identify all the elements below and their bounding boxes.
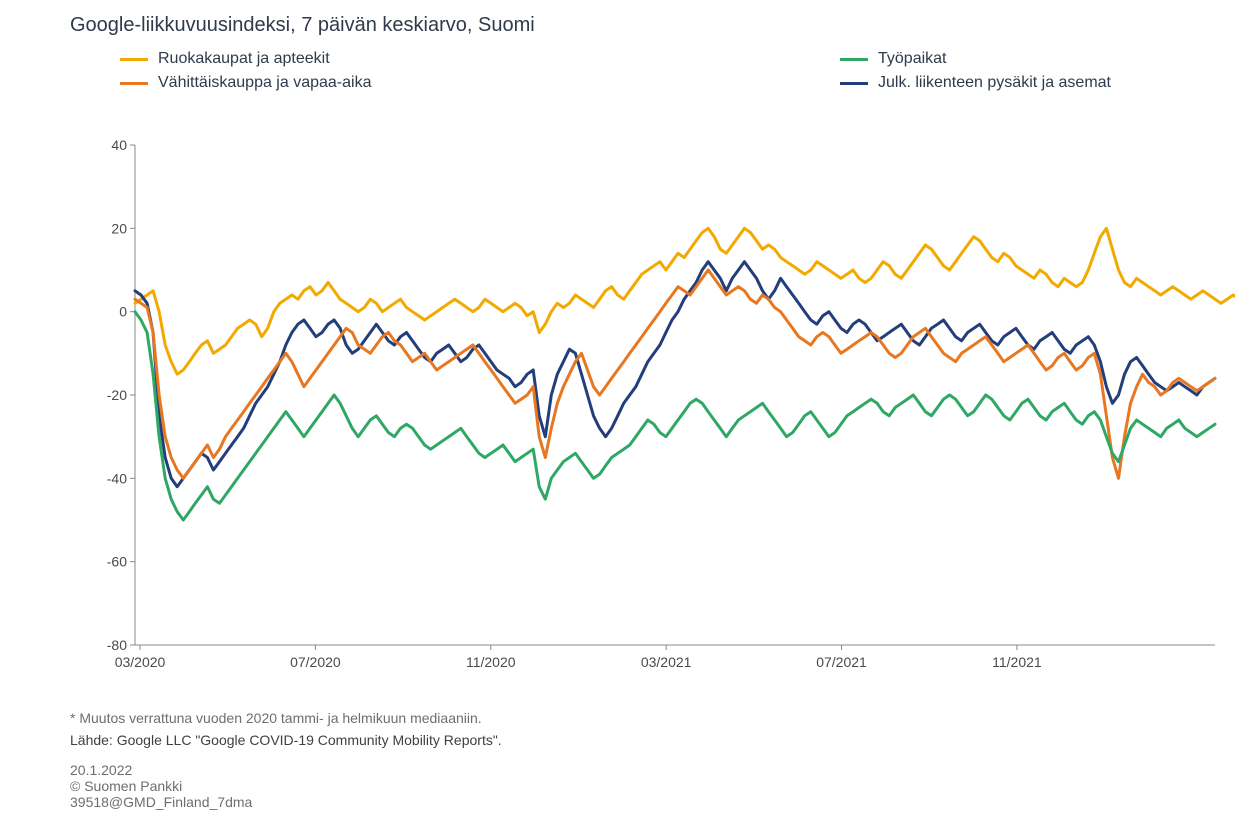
- svg-text:-40: -40: [107, 470, 127, 486]
- svg-text:07/2021: 07/2021: [816, 654, 867, 670]
- legend-item-vahittaiskauppa: Vähittäiskauppa ja vapaa-aika: [120, 74, 520, 92]
- svg-text:0: 0: [119, 304, 127, 320]
- svg-text:03/2020: 03/2020: [115, 654, 166, 670]
- footer-date: 20.1.2022: [70, 762, 132, 778]
- svg-text:20: 20: [111, 220, 127, 236]
- svg-text:-80: -80: [107, 637, 127, 653]
- svg-text:40: 40: [111, 140, 127, 153]
- legend-label: Ruokakaupat ja apteekit: [158, 50, 330, 68]
- legend-label: Julk. liikenteen pysäkit ja asemat: [878, 74, 1111, 92]
- footer-id: 39518@GMD_Finland_7dma: [70, 794, 252, 810]
- legend-label: Vähittäiskauppa ja vapaa-aika: [158, 74, 371, 92]
- legend-swatch-icon: [840, 82, 868, 85]
- svg-text:11/2021: 11/2021: [992, 654, 1042, 670]
- legend-swatch-icon: [840, 58, 868, 61]
- legend-item-julkliikenne: Julk. liikenteen pysäkit ja asemat: [840, 74, 1240, 92]
- svg-text:07/2020: 07/2020: [290, 654, 341, 670]
- legend-swatch-icon: [120, 82, 148, 85]
- svg-text:-60: -60: [107, 554, 127, 570]
- legend: Ruokakaupat ja apteekit Työpaikat Vähitt…: [120, 50, 1240, 98]
- source-line: Lähde: Google LLC "Google COVID-19 Commu…: [70, 732, 502, 748]
- legend-item-ruokakaupat: Ruokakaupat ja apteekit: [120, 50, 520, 68]
- footer-copyright: © Suomen Pankki: [70, 778, 182, 794]
- legend-item-tyopaikat: Työpaikat: [840, 50, 1240, 68]
- svg-text:03/2021: 03/2021: [641, 654, 692, 670]
- legend-swatch-icon: [120, 58, 148, 61]
- svg-text:11/2020: 11/2020: [466, 654, 516, 670]
- footnote: * Muutos verrattuna vuoden 2020 tammi- j…: [70, 710, 482, 726]
- line-chart: -80 -60 -40 -20 0 20 40 03/2020 07/2020 11/2020 03…: [95, 140, 1235, 700]
- svg-text:-20: -20: [107, 387, 127, 403]
- legend-label: Työpaikat: [878, 50, 946, 68]
- chart-title: Google-liikkuvuusindeksi, 7 päivän keski…: [70, 14, 535, 37]
